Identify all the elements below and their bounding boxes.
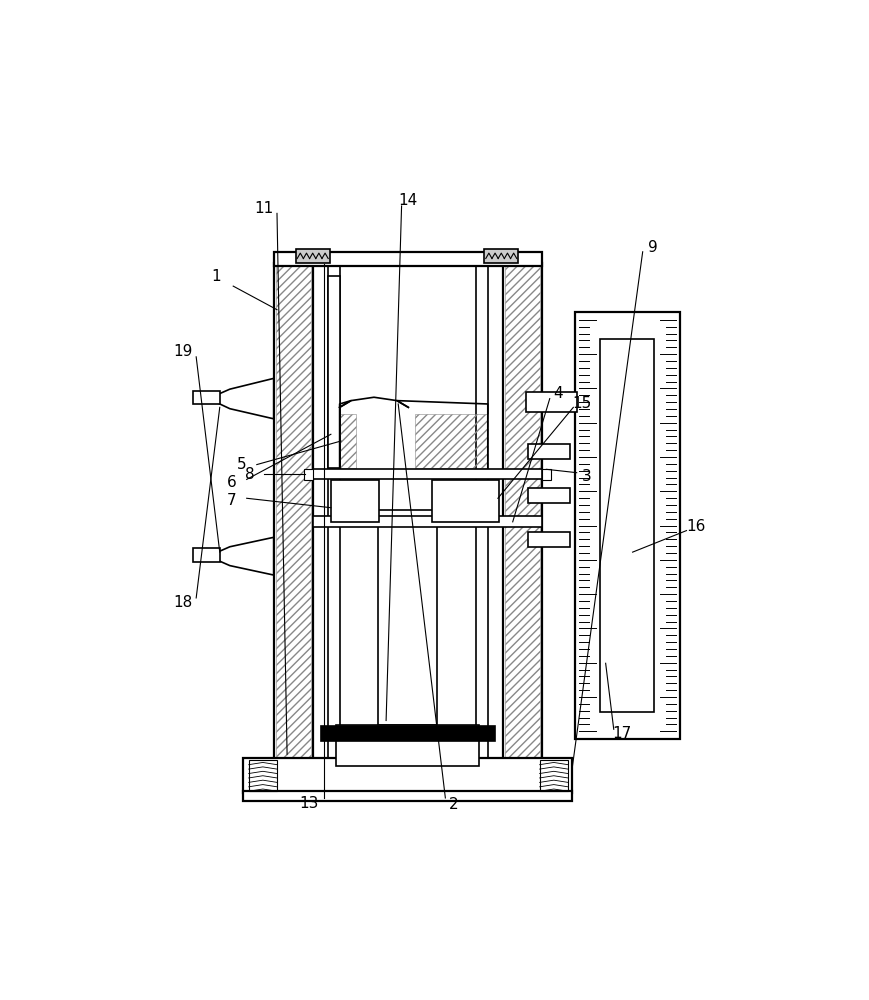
Bar	[484, 249, 518, 263]
Bar	[600, 339, 654, 712]
Bar	[321, 726, 494, 741]
Bar	[336, 725, 479, 766]
Bar	[340, 266, 475, 771]
Bar	[575, 312, 680, 739]
Text: 4: 4	[554, 386, 563, 401]
Polygon shape	[209, 537, 274, 575]
Bar	[505, 265, 540, 769]
Bar	[243, 758, 572, 793]
Bar	[502, 263, 541, 771]
Text: 18: 18	[173, 595, 192, 610]
Text: 16: 16	[687, 519, 706, 534]
Bar	[193, 548, 220, 562]
Text: 19: 19	[173, 344, 192, 359]
Bar	[432, 480, 499, 522]
Bar	[475, 266, 488, 771]
Bar	[249, 760, 277, 791]
Bar	[243, 791, 572, 801]
Text: 15: 15	[573, 396, 592, 411]
Text: 17: 17	[612, 726, 632, 741]
Polygon shape	[209, 378, 274, 419]
Bar	[331, 480, 380, 522]
Text: 13: 13	[300, 796, 319, 811]
Bar	[526, 392, 577, 412]
Text: 2: 2	[449, 797, 459, 812]
Text: 3: 3	[582, 469, 592, 484]
Bar	[415, 414, 488, 468]
Bar	[528, 488, 570, 503]
Bar	[328, 276, 340, 468]
Bar	[275, 265, 310, 769]
Text: 8: 8	[245, 467, 255, 482]
Text: 9: 9	[648, 240, 658, 255]
Bar	[378, 510, 437, 725]
Bar	[274, 263, 313, 771]
Text: 5: 5	[237, 457, 247, 472]
Text: 1: 1	[211, 269, 222, 284]
Bar	[540, 760, 568, 791]
Bar	[304, 469, 314, 480]
Bar	[193, 391, 220, 404]
Bar	[541, 469, 551, 480]
Bar	[274, 252, 541, 266]
Text: 7: 7	[227, 493, 236, 508]
Text: 11: 11	[254, 201, 273, 216]
Bar	[313, 263, 502, 771]
Bar	[328, 266, 340, 771]
Bar	[313, 469, 541, 479]
Bar	[313, 516, 541, 527]
Bar	[328, 414, 355, 468]
Bar	[528, 444, 570, 459]
Bar	[295, 249, 329, 263]
Bar	[528, 532, 570, 547]
Text: 6: 6	[227, 475, 236, 490]
Text: 14: 14	[399, 193, 418, 208]
